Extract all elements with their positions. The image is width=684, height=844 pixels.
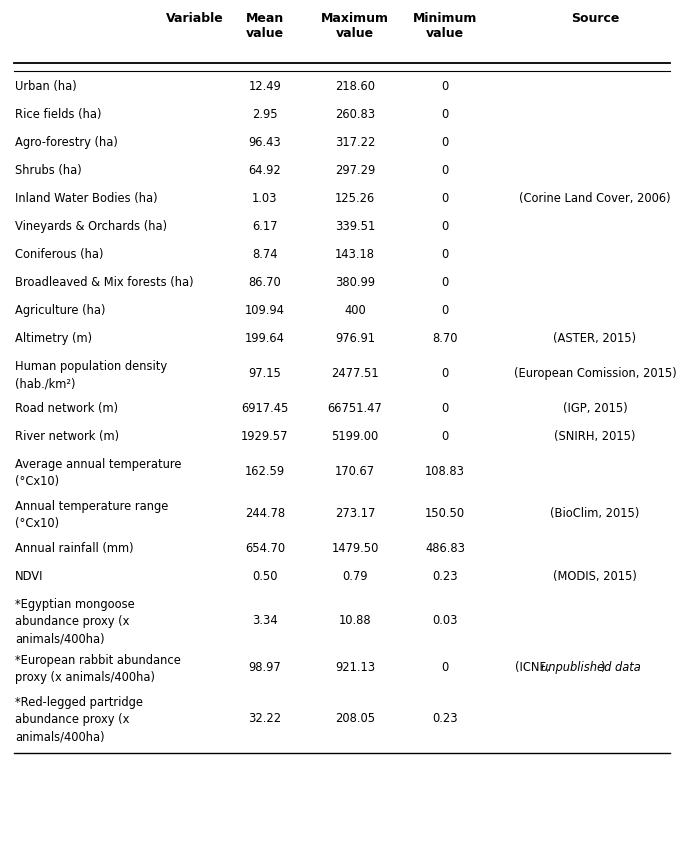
Text: Mean
value: Mean value: [246, 12, 284, 40]
Text: 12.49: 12.49: [248, 80, 281, 93]
Text: 143.18: 143.18: [335, 247, 375, 261]
Text: 1.03: 1.03: [252, 192, 278, 205]
Text: Coniferous (ha): Coniferous (ha): [15, 247, 103, 261]
Text: 654.70: 654.70: [245, 541, 285, 555]
Text: 921.13: 921.13: [335, 661, 375, 674]
Text: 0: 0: [441, 276, 449, 289]
Text: Variable: Variable: [166, 12, 224, 25]
Text: ): ): [601, 661, 605, 674]
Text: 0: 0: [441, 164, 449, 176]
Text: *European rabbit abundance
proxy (x animals/400ha): *European rabbit abundance proxy (x anim…: [15, 653, 181, 684]
Text: 218.60: 218.60: [335, 80, 375, 93]
Text: unpublished data: unpublished data: [541, 661, 641, 674]
Text: 66751.47: 66751.47: [328, 402, 382, 414]
Text: 170.67: 170.67: [335, 465, 375, 478]
Text: Shrubs (ha): Shrubs (ha): [15, 164, 82, 176]
Text: 0: 0: [441, 661, 449, 674]
Text: 297.29: 297.29: [335, 164, 375, 176]
Text: 0: 0: [441, 367, 449, 380]
Text: Annual temperature range
(°Cx10): Annual temperature range (°Cx10): [15, 500, 168, 530]
Text: Altimetry (m): Altimetry (m): [15, 332, 92, 344]
Text: 125.26: 125.26: [335, 192, 375, 205]
Text: Inland Water Bodies (ha): Inland Water Bodies (ha): [15, 192, 157, 205]
Text: (ASTER, 2015): (ASTER, 2015): [553, 332, 637, 344]
Text: 486.83: 486.83: [425, 541, 465, 555]
Text: 6917.45: 6917.45: [241, 402, 289, 414]
Text: 32.22: 32.22: [248, 711, 282, 724]
Text: Broadleaved & Mix forests (ha): Broadleaved & Mix forests (ha): [15, 276, 194, 289]
Text: 0.03: 0.03: [432, 614, 458, 626]
Text: 380.99: 380.99: [335, 276, 375, 289]
Text: 3.34: 3.34: [252, 614, 278, 626]
Text: 10.88: 10.88: [339, 614, 371, 626]
Text: 1929.57: 1929.57: [241, 430, 289, 442]
Text: 0: 0: [441, 219, 449, 233]
Text: Annual rainfall (mm): Annual rainfall (mm): [15, 541, 133, 555]
Text: (IGP, 2015): (IGP, 2015): [563, 402, 627, 414]
Text: 199.64: 199.64: [245, 332, 285, 344]
Text: 150.50: 150.50: [425, 506, 465, 520]
Text: 0.23: 0.23: [432, 570, 458, 582]
Text: (MODIS, 2015): (MODIS, 2015): [553, 570, 637, 582]
Text: 976.91: 976.91: [335, 332, 375, 344]
Text: 260.83: 260.83: [335, 108, 375, 121]
Text: Vineyards & Orchards (ha): Vineyards & Orchards (ha): [15, 219, 167, 233]
Text: 2.95: 2.95: [252, 108, 278, 121]
Text: (ICNF,: (ICNF,: [515, 661, 553, 674]
Text: (SNIRH, 2015): (SNIRH, 2015): [554, 430, 635, 442]
Text: Minimum
value: Minimum value: [413, 12, 477, 40]
Text: 5199.00: 5199.00: [331, 430, 379, 442]
Text: River network (m): River network (m): [15, 430, 119, 442]
Text: 0.50: 0.50: [252, 570, 278, 582]
Text: 162.59: 162.59: [245, 465, 285, 478]
Text: Agriculture (ha): Agriculture (ha): [15, 304, 105, 316]
Text: 6.17: 6.17: [252, 219, 278, 233]
Text: 108.83: 108.83: [425, 465, 465, 478]
Text: Source: Source: [571, 12, 619, 25]
Text: Maximum
value: Maximum value: [321, 12, 389, 40]
Text: 0: 0: [441, 136, 449, 149]
Text: 244.78: 244.78: [245, 506, 285, 520]
Text: Human population density
(hab./km²): Human population density (hab./km²): [15, 360, 167, 390]
Text: 2477.51: 2477.51: [331, 367, 379, 380]
Text: 109.94: 109.94: [245, 304, 285, 316]
Text: 339.51: 339.51: [335, 219, 375, 233]
Text: 0: 0: [441, 108, 449, 121]
Text: 208.05: 208.05: [335, 711, 375, 724]
Text: 0: 0: [441, 430, 449, 442]
Text: Average annual temperature
(°Cx10): Average annual temperature (°Cx10): [15, 457, 181, 488]
Text: 273.17: 273.17: [334, 506, 376, 520]
Text: 0: 0: [441, 247, 449, 261]
Text: Road network (m): Road network (m): [15, 402, 118, 414]
Text: Agro-forestry (ha): Agro-forestry (ha): [15, 136, 118, 149]
Text: 0.79: 0.79: [342, 570, 368, 582]
Text: Urban (ha): Urban (ha): [15, 80, 77, 93]
Text: (Corine Land Cover, 2006): (Corine Land Cover, 2006): [519, 192, 671, 205]
Text: *Egyptian mongoose
abundance proxy (x
animals/400ha): *Egyptian mongoose abundance proxy (x an…: [15, 598, 135, 645]
Text: *Red-legged partridge
abundance proxy (x
animals/400ha): *Red-legged partridge abundance proxy (x…: [15, 695, 143, 743]
Text: 96.43: 96.43: [248, 136, 281, 149]
Text: 86.70: 86.70: [248, 276, 281, 289]
Text: NDVI: NDVI: [15, 570, 44, 582]
Text: 0: 0: [441, 192, 449, 205]
Text: 64.92: 64.92: [248, 164, 281, 176]
Text: 317.22: 317.22: [334, 136, 376, 149]
Text: 0: 0: [441, 402, 449, 414]
Text: 400: 400: [344, 304, 366, 316]
Text: 0: 0: [441, 304, 449, 316]
Text: (European Comission, 2015): (European Comission, 2015): [514, 367, 676, 380]
Text: 0: 0: [441, 80, 449, 93]
Text: (BioClim, 2015): (BioClim, 2015): [551, 506, 640, 520]
Text: 97.15: 97.15: [248, 367, 281, 380]
Text: 1479.50: 1479.50: [331, 541, 379, 555]
Text: Rice fields (ha): Rice fields (ha): [15, 108, 101, 121]
Text: 8.74: 8.74: [252, 247, 278, 261]
Text: 8.70: 8.70: [432, 332, 458, 344]
Text: 0.23: 0.23: [432, 711, 458, 724]
Text: 98.97: 98.97: [248, 661, 281, 674]
